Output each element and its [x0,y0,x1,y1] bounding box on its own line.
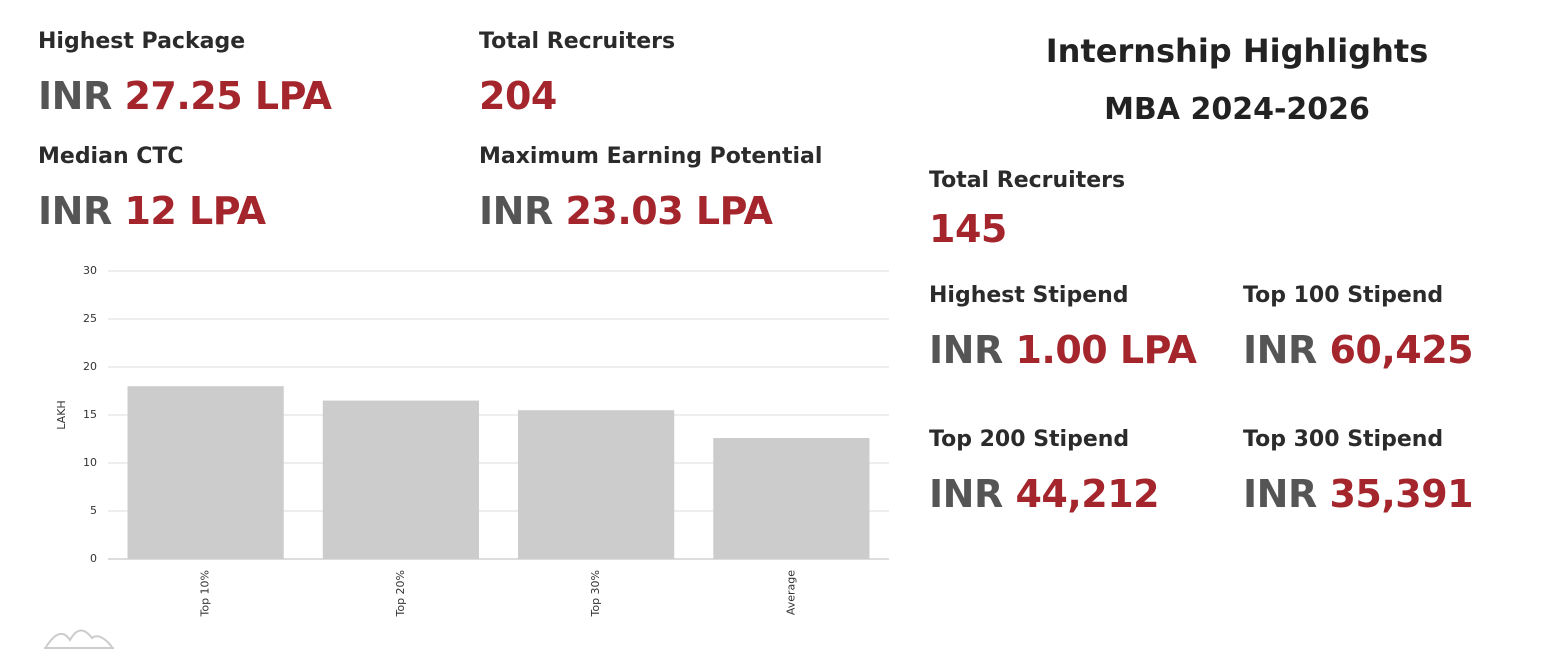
y-tick-label: 15 [83,408,97,421]
y-tick-label: 10 [83,456,97,469]
y-tick-label: 30 [83,264,97,277]
bar [713,438,870,559]
stat-label: Total Recruiters [479,29,676,54]
stat-value-row: INR 12 LPA [38,189,266,233]
stat-value-row: INR 1.00 LPA [929,328,1197,372]
chart: LAKH 0 5 10 15 20 25 30 Top 10% Top 20% Top 30% Av… [44,264,889,649]
x-tick-label: Top 10% [199,570,212,618]
stat-label: Median CTC [38,144,184,169]
stat-value: 12 LPA [124,189,266,233]
stat-label: Top 300 Stipend [1243,427,1444,452]
stat-prefix: INR [1243,472,1317,516]
section-subtitle: MBA 2024-2026 [1104,92,1370,127]
stat-value-row: INR 27.25 LPA [38,74,332,118]
stat-value-row: 204 [479,74,675,118]
bar [127,386,284,559]
y-axis-label: LAKH [55,400,68,429]
stat-label: Maximum Earning Potential [479,144,823,169]
stat: Total Recruiters 145 [929,168,1125,251]
stat-label: Top 100 Stipend [1243,283,1444,308]
stat-value-row: INR 35,391 [1243,472,1474,516]
stat-value: 145 [929,207,1007,251]
section-title: Internship Highlights [1045,32,1429,70]
bar [322,400,479,559]
stat-prefix: INR [38,189,112,233]
stat: Top 200 Stipend INR 44,212 [929,427,1160,516]
stat-prefix: INR [929,328,1003,372]
stat-label: Top 200 Stipend [929,427,1130,452]
stat-value: 60,425 [1329,328,1474,372]
stat: Top 300 Stipend INR 35,391 [1243,427,1474,516]
stat-value: 35,391 [1329,472,1474,516]
stat-label: Total Recruiters [929,168,1126,193]
stat-value: 23.03 LPA [565,189,773,233]
stat-prefix: INR [1243,328,1317,372]
stat-value: 1.00 LPA [1015,328,1197,372]
stat: Top 100 Stipend INR 60,425 [1243,283,1474,372]
stat: Highest Package INR 27.25 LPA [38,29,332,118]
stat-value: 27.25 LPA [124,74,332,118]
stat-prefix: INR [38,74,112,118]
stat-label: Highest Package [38,29,246,54]
x-tick-label: Top 30% [589,570,602,618]
logo [44,629,114,649]
x-tick-label: Top 20% [394,570,407,618]
stat: Median CTC INR 12 LPA [38,144,266,233]
stat-value: 204 [479,74,557,118]
stat: Highest Stipend INR 1.00 LPA [929,283,1197,372]
x-tick-label: Average [784,570,797,615]
stat-prefix: INR [929,472,1003,516]
y-tick-label: 5 [90,504,97,517]
stat-value-row: INR 60,425 [1243,328,1474,372]
stat: Total Recruiters 204 [479,29,675,118]
stat-value-row: INR 44,212 [929,472,1160,516]
y-tick-label: 0 [90,552,97,565]
stat-label: Highest Stipend [929,283,1129,308]
y-tick-label: 25 [83,312,97,325]
bar [518,410,675,559]
stat-value-row: INR 23.03 LPA [479,189,822,233]
stat-value: 44,212 [1015,472,1160,516]
y-tick-label: 20 [83,360,97,373]
stat: Maximum Earning Potential INR 23.03 LPA [479,144,822,233]
stat-prefix: INR [479,189,553,233]
